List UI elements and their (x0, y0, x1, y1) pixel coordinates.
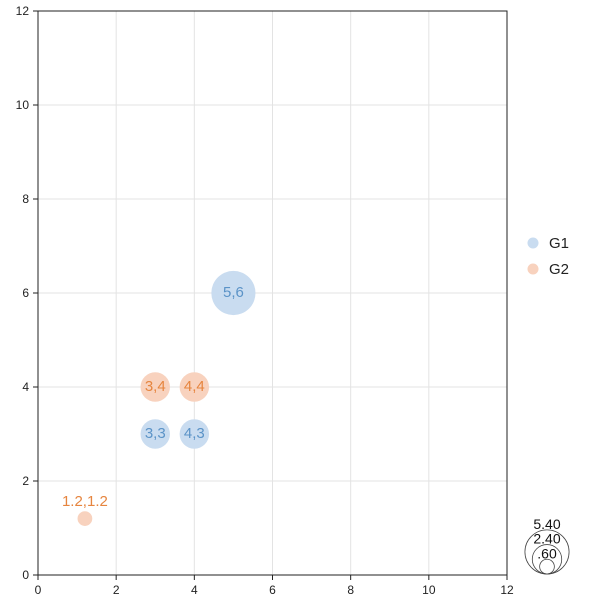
series-legend: G1 G2 (527, 235, 569, 278)
data-label: 4,4 (184, 378, 205, 395)
y-tick-label: 12 (16, 4, 30, 18)
y-tick-label: 0 (22, 568, 29, 582)
data-label: 5,6 (223, 284, 244, 301)
legend-swatch (527, 237, 539, 249)
x-tick-label: 10 (422, 583, 436, 597)
axis-ticks: 0 2 4 6 8 10 12 0 2 4 6 8 10 12 (16, 4, 514, 597)
y-tick-label: 10 (16, 98, 30, 112)
y-tick-label: 8 (22, 192, 29, 206)
data-point (140, 419, 170, 449)
grid-lines (38, 11, 507, 575)
size-legend-circle (539, 558, 555, 575)
data-point (77, 511, 93, 526)
size-legend: 5.402.40.60 (524, 516, 570, 575)
legend-swatch (527, 263, 539, 275)
y-tick-label: 6 (22, 286, 29, 300)
data-label: 3,3 (145, 425, 166, 442)
x-tick-label: 8 (347, 583, 354, 597)
data-point (211, 270, 256, 316)
legend-label: G1 (549, 235, 569, 252)
size-legend-label: .60 (537, 545, 557, 561)
data-point (179, 419, 210, 449)
x-tick-label: 2 (113, 583, 120, 597)
y-tick-label: 4 (22, 380, 29, 394)
x-tick-label: 6 (269, 583, 276, 597)
x-tick-label: 12 (500, 583, 514, 597)
x-tick-label: 0 (35, 583, 42, 597)
data-point (179, 372, 210, 402)
data-label: 1.2,1.2 (62, 493, 108, 510)
size-legend-label: 5.40 (533, 516, 560, 532)
data-label: 4,3 (184, 425, 205, 442)
data-point (140, 372, 170, 402)
y-tick-label: 2 (22, 474, 29, 488)
x-tick-label: 4 (191, 583, 198, 597)
legend-label: G2 (549, 261, 569, 278)
data-points: 5,6 3,3 4,3 3,4 4,4 1.2,1.2 (62, 270, 256, 526)
size-legend-label: 2.40 (533, 531, 560, 547)
data-label: 3,4 (145, 378, 166, 395)
